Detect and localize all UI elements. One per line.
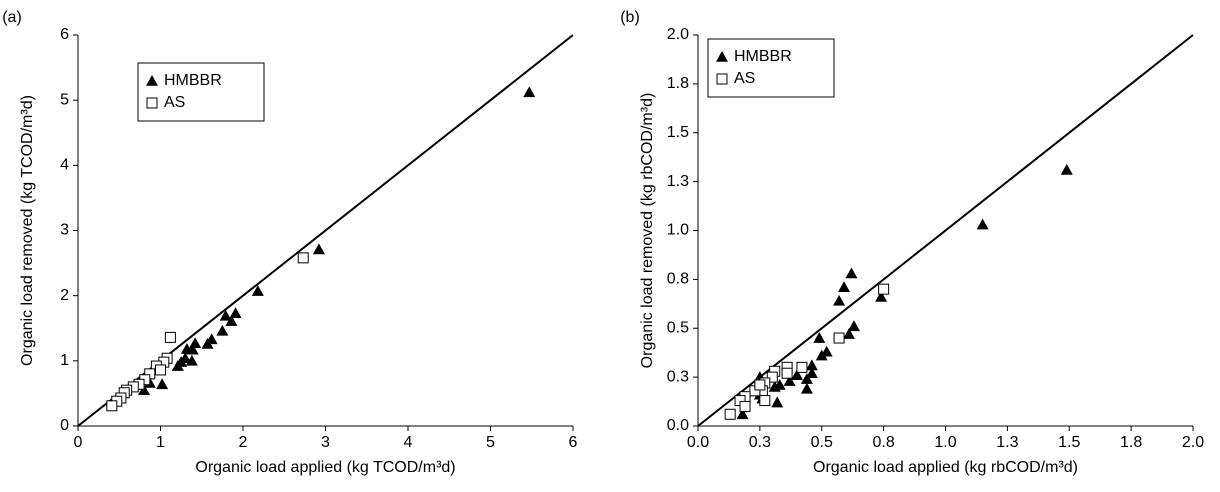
square-marker [878, 283, 890, 295]
square-marker [833, 332, 845, 344]
triangle-marker [768, 380, 781, 392]
y-tick-label: 1.5 [667, 124, 689, 141]
triangle-marker [845, 267, 858, 279]
y-tick-label: 4 [60, 157, 69, 174]
y-tick-label: 0.0 [667, 417, 689, 434]
x-tick-label: 0.8 [873, 434, 895, 451]
legend-label: AS [164, 94, 185, 111]
triangle-marker [312, 243, 325, 255]
square-marker [155, 364, 166, 376]
x-tick-label: 0.5 [811, 434, 833, 451]
x-tick-label: 1 [156, 434, 165, 451]
triangle-marker [875, 290, 888, 302]
x-tick-label: 1.5 [1058, 434, 1080, 451]
x-tick-label: 1.0 [934, 434, 956, 451]
square-marker [297, 252, 309, 264]
square-marker [164, 331, 176, 343]
triangle-marker [771, 396, 784, 408]
triangle-marker [805, 367, 818, 379]
square-marker [754, 379, 766, 391]
triangle-marker [189, 337, 202, 349]
triangle-marker [156, 378, 169, 390]
x-axis-label: Organic load applied (kg rbCOD/m³d) [813, 459, 1078, 476]
x-tick-label: 2.0 [1182, 434, 1204, 451]
legend-marker [716, 51, 728, 62]
x-tick-label: 0 [74, 434, 83, 451]
triangle-marker [805, 359, 818, 371]
x-tick-label: 5 [486, 434, 495, 451]
y-tick-label: 1 [60, 352, 69, 369]
triangle-marker [251, 285, 264, 296]
y-tick-label: 2.0 [667, 26, 689, 43]
square-marker [724, 408, 736, 420]
panel-label: (b) [620, 9, 640, 26]
y-axis-label: Organic load removed (kg rbCOD/m³d) [639, 93, 656, 369]
triangle-marker [847, 320, 860, 332]
y-tick-label: 1.0 [667, 222, 689, 239]
legend-marker [716, 73, 728, 85]
triangle-marker [185, 354, 198, 366]
triangle-marker [813, 332, 826, 343]
y-tick-label: 1.8 [667, 75, 689, 92]
triangle-marker [229, 307, 242, 319]
x-tick-label: 1.8 [1120, 434, 1142, 451]
legend-box [137, 62, 265, 122]
triangle-marker [201, 337, 214, 349]
square-marker [739, 400, 751, 412]
triangle-marker [833, 294, 846, 306]
triangle-marker [976, 218, 989, 230]
triangle-marker [815, 349, 828, 361]
triangle-marker [838, 281, 851, 292]
x-tick-label: 0.0 [687, 434, 709, 451]
triangle-marker [1060, 163, 1073, 175]
y-tick-label: 0 [60, 417, 69, 434]
x-axis-label: Organic load applied (kg TCOD/m³d) [195, 459, 455, 476]
legend-marker [146, 75, 158, 86]
y-tick-label: 0.3 [667, 368, 689, 385]
triangle-marker [180, 343, 193, 354]
y-tick-label: 3 [60, 222, 69, 239]
y-tick-label: 0.8 [667, 271, 689, 288]
y-tick-label: 0.5 [667, 319, 689, 336]
triangle-marker [219, 309, 232, 321]
triangle-marker [216, 324, 229, 336]
triangle-marker [791, 369, 803, 380]
square-marker [106, 400, 118, 412]
y-tick-label: 1.3 [667, 173, 689, 190]
x-tick-label: 3 [321, 434, 330, 451]
triangle-marker [523, 86, 536, 98]
triangle-marker [800, 382, 813, 394]
y-axis-label: Organic load removed (kg TCOD/m³d) [19, 95, 36, 366]
x-tick-label: 2 [239, 434, 248, 451]
triangle-marker [736, 408, 749, 420]
square-marker [796, 361, 808, 373]
x-tick-label: 0.3 [749, 434, 771, 451]
triangle-marker [171, 360, 184, 371]
square-marker [766, 371, 778, 383]
triangle-marker [783, 375, 796, 386]
x-tick-label: 6 [569, 434, 578, 451]
legend-marker [146, 97, 158, 109]
x-tick-label: 4 [404, 434, 413, 451]
y-tick-label: 2 [60, 287, 69, 304]
square-marker [781, 367, 793, 379]
legend-label: HMBBR [164, 72, 222, 89]
legend-label: AS [734, 70, 755, 87]
y-tick-label: 5 [60, 91, 69, 108]
y-tick-label: 6 [60, 26, 69, 43]
legend-box [707, 38, 835, 98]
panel-label: (a) [2, 9, 22, 26]
square-marker [759, 395, 771, 407]
triangle-marker [800, 373, 813, 384]
legend-label: HMBBR [734, 48, 792, 65]
reference-line [697, 34, 1194, 427]
x-tick-label: 1.3 [996, 434, 1018, 451]
triangle-marker [842, 328, 855, 339]
